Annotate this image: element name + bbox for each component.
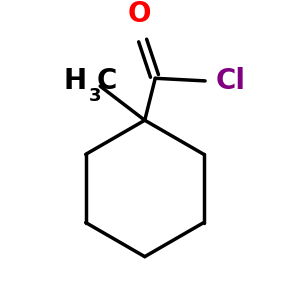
Text: O: O — [128, 1, 151, 28]
Text: H: H — [64, 67, 87, 95]
Text: 3: 3 — [88, 88, 101, 106]
Text: C: C — [96, 67, 117, 95]
Text: Cl: Cl — [216, 67, 246, 95]
